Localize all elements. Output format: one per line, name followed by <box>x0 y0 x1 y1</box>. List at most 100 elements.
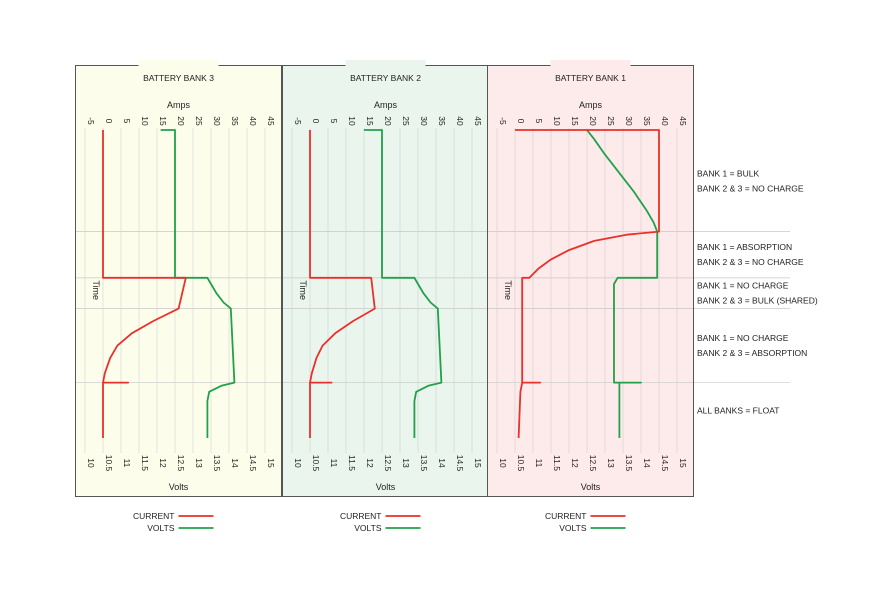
volts-tick-label: 10 <box>86 458 96 468</box>
legend: CURRENT VOLTS <box>340 511 421 533</box>
amps-tick-label: 35 <box>437 116 447 126</box>
panel-background <box>75 65 282 497</box>
panel-title: BATTERY BANK 3 <box>143 73 214 83</box>
volts-tick-label: 11.5 <box>140 455 150 471</box>
panel-battery-bank-2: BATTERY BANK 2 Amps Volts Time -5 0 5 10 15 20 25 3… <box>282 60 489 533</box>
current-series-line <box>309 130 376 438</box>
volts-axis-title: Volts <box>169 482 189 492</box>
amps-tick-label: 0 <box>516 119 526 124</box>
amps-tick-label: 40 <box>455 116 465 126</box>
phase-label: BANK 1 = BULK <box>697 168 759 178</box>
panel-background <box>282 65 489 497</box>
amps-tick-label: 10 <box>140 116 150 126</box>
phase-label: BANK 2 & 3 = NO CHARGE <box>697 183 804 193</box>
panel-title-mask <box>550 60 631 70</box>
amps-tick-label: 40 <box>248 116 258 126</box>
volts-series-line <box>364 129 443 438</box>
amps-tick-label: 45 <box>473 116 483 126</box>
amps-tick-label: 20 <box>588 116 598 126</box>
amps-tick-label: 35 <box>230 116 240 126</box>
time-axis-title: Time <box>503 280 513 300</box>
volts-tick-label: 14 <box>642 458 652 468</box>
volts-axis-title: Volts <box>581 482 601 492</box>
amps-axis-title: Amps <box>167 100 191 110</box>
volts-tick-label: 13.5 <box>212 455 222 472</box>
volts-tick-label: 14.5 <box>660 455 670 472</box>
volts-tick-label: 12.5 <box>588 455 598 472</box>
time-axis-title: Time <box>91 280 101 300</box>
phase-label: BANK 1 = NO CHARGE <box>697 333 789 343</box>
volts-tick-label: 15 <box>678 458 688 468</box>
legend-current-label: CURRENT <box>133 511 175 521</box>
amps-tick-label: 30 <box>419 116 429 126</box>
volts-tick-label: 10.5 <box>104 455 114 472</box>
amps-tick-label: -5 <box>293 117 303 125</box>
volts-axis-title: Volts <box>376 482 396 492</box>
amps-tick-label: 40 <box>660 116 670 126</box>
legend-volts-label: VOLTS <box>354 523 382 533</box>
amps-tick-label: 45 <box>266 116 276 126</box>
phase-label: BANK 2 & 3 = ABSORPTION <box>697 348 807 358</box>
volts-tick-label: 11.5 <box>347 455 357 471</box>
volts-tick-label: 12 <box>158 458 168 468</box>
legend-current-label: CURRENT <box>340 511 382 521</box>
volts-tick-label: 13 <box>194 458 204 468</box>
legend-volts-label: VOLTS <box>559 523 587 533</box>
amps-tick-label: 5 <box>534 119 544 124</box>
legend: CURRENT VOLTS <box>545 511 626 533</box>
volts-tick-label: 11 <box>122 459 132 468</box>
volts-tick-label: 13.5 <box>419 455 429 472</box>
volts-tick-label: 14 <box>437 458 447 468</box>
amps-tick-label: 45 <box>678 116 688 126</box>
amps-tick-label: 0 <box>311 119 321 124</box>
volts-tick-label: 11 <box>534 459 544 468</box>
amps-tick-label: 35 <box>642 116 652 126</box>
legend-current-label: CURRENT <box>545 511 587 521</box>
volts-tick-label: 13 <box>401 458 411 468</box>
volts-tick-label: 10.5 <box>311 455 321 472</box>
legend: CURRENT VOLTS <box>133 511 214 533</box>
volts-tick-label: 10.5 <box>516 455 526 472</box>
panel-title-mask <box>138 60 219 70</box>
phase-label: BANK 1 = ABSORPTION <box>697 242 792 252</box>
current-series-line <box>515 129 660 439</box>
amps-tick-label: 10 <box>552 116 562 126</box>
panel-title: BATTERY BANK 1 <box>555 73 626 83</box>
amps-tick-label: -5 <box>498 117 508 125</box>
volts-tick-label: 12.5 <box>176 455 186 472</box>
legend-volts-label: VOLTS <box>147 523 175 533</box>
volts-tick-label: 13 <box>606 458 616 468</box>
amps-tick-label: 0 <box>104 119 114 124</box>
current-series-line <box>102 130 187 438</box>
amps-tick-label: 10 <box>347 116 357 126</box>
amps-tick-label: 15 <box>365 116 375 126</box>
amps-tick-label: 20 <box>383 116 393 126</box>
volts-tick-label: 10 <box>498 458 508 468</box>
amps-tick-label: 20 <box>176 116 186 126</box>
volts-tick-label: 11 <box>329 459 339 468</box>
panel-battery-bank-3: BATTERY BANK 3 Amps Volts Time -5 0 5 10 15 20 25 3… <box>75 60 282 533</box>
volts-tick-label: 11.5 <box>552 455 562 471</box>
volts-tick-label: 12 <box>570 458 580 468</box>
amps-tick-label: 30 <box>624 116 634 126</box>
volts-tick-label: 12.5 <box>383 455 393 472</box>
volts-tick-label: 10 <box>293 458 303 468</box>
phase-label: BANK 2 & 3 = NO CHARGE <box>697 257 804 267</box>
phase-label: ALL BANKS = FLOAT <box>697 405 779 415</box>
panel-battery-bank-1: BATTERY BANK 1 Amps Volts Time -5 0 5 10 15 20 25 3… <box>487 60 694 533</box>
volts-tick-label: 15 <box>473 458 483 468</box>
amps-tick-label: 15 <box>570 116 580 126</box>
volts-tick-label: 14.5 <box>248 455 258 472</box>
volts-tick-label: 13.5 <box>624 455 634 472</box>
volts-tick-label: 14 <box>230 458 240 468</box>
time-axis-title: Time <box>298 280 308 300</box>
phase-label: BANK 2 & 3 = BULK (SHARED) <box>697 296 818 306</box>
amps-axis-title: Amps <box>374 100 398 110</box>
volts-tick-label: 14.5 <box>455 455 465 472</box>
panel-title-mask <box>345 60 426 70</box>
phase-label: BANK 1 = NO CHARGE <box>697 281 789 291</box>
amps-axis-title: Amps <box>579 100 603 110</box>
volts-tick-label: 15 <box>266 458 276 468</box>
amps-tick-label: 25 <box>401 116 411 126</box>
